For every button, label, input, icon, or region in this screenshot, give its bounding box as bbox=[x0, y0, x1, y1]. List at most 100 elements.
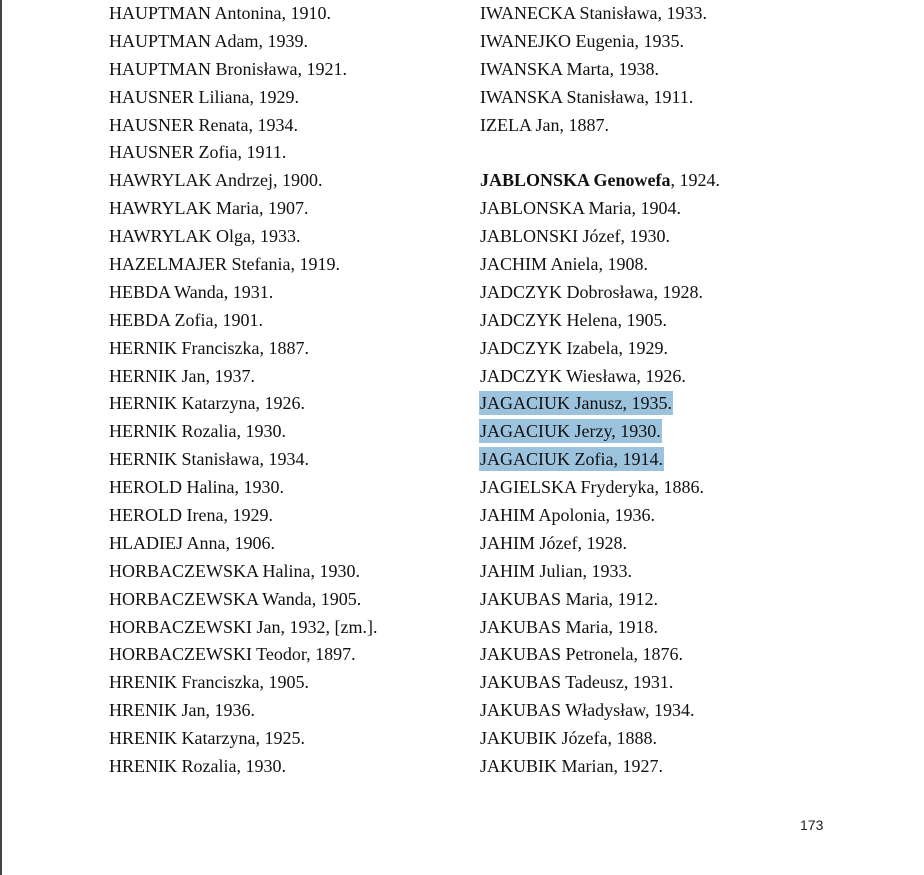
entry-text[interactable]: HAUPTMAN Adam, 1939. bbox=[109, 30, 309, 51]
entry[interactable]: JADCZYK Helena, 1905. bbox=[480, 310, 667, 330]
entry-text[interactable]: HRENIK Katarzyna, 1925. bbox=[109, 728, 305, 749]
entry[interactable]: JAHIM Julian, 1933. bbox=[480, 561, 632, 581]
selected-entry[interactable]: JAGACIUK Jerzy, 1930. bbox=[479, 419, 662, 444]
list-item: JAKUBAS Maria, 1918. bbox=[480, 614, 720, 642]
entry[interactable]: JADCZYK Wiesława, 1926. bbox=[480, 366, 686, 386]
list-item: JAKUBAS Tadeusz, 1931. bbox=[480, 669, 720, 697]
selected-entry[interactable]: JAGACIUK Zofia, 1914. bbox=[479, 447, 664, 472]
entry-text[interactable]: HAUSNER Liliana, 1929. bbox=[109, 86, 299, 107]
entry-text[interactable]: HORBACZEWSKI Teodor, 1897. bbox=[109, 644, 356, 665]
entry[interactable]: JAKUBAS Tadeusz, 1931. bbox=[480, 672, 673, 692]
entry[interactable]: JAHIM Apolonia, 1936. bbox=[480, 505, 655, 525]
entry-text: IWANSKA Stanisława, 1911. bbox=[480, 86, 694, 107]
list-item: HAWRYLAK Maria, 1907. bbox=[109, 195, 377, 223]
list-item: HRENIK Katarzyna, 1925. bbox=[109, 725, 377, 753]
entry-text[interactable]: HEBDA Wanda, 1931. bbox=[109, 281, 274, 302]
entry[interactable]: JAKUBIK Marian, 1927. bbox=[480, 756, 663, 776]
entry-text[interactable]: HAWRYLAK Olga, 1933. bbox=[109, 226, 301, 247]
entry[interactable]: IWANSKA Stanisława, 1911. bbox=[480, 87, 693, 107]
entry-text: JADCZYK Izabela, 1929. bbox=[480, 337, 668, 358]
entry[interactable]: JADCZYK Dobrosława, 1928. bbox=[480, 282, 703, 302]
list-item: JACHIM Aniela, 1908. bbox=[480, 251, 720, 279]
entry-text: JAKUBAS Maria, 1912. bbox=[480, 588, 658, 609]
list-item: JAGACIUK Zofia, 1914. bbox=[479, 446, 720, 474]
list-item: HEBDA Wanda, 1931. bbox=[109, 279, 377, 307]
entry-text: JABLONSKI Józef, 1930. bbox=[480, 226, 670, 247]
list-item: HAWRYLAK Olga, 1933. bbox=[109, 223, 377, 251]
list-item: JAKUBAS Władysław, 1934. bbox=[480, 697, 720, 725]
entry[interactable]: JAHIM Józef, 1928. bbox=[480, 533, 627, 553]
entry-text: JAHIM Julian, 1933. bbox=[480, 560, 632, 581]
entry-text[interactable]: HAUPTMAN Bronisława, 1921. bbox=[109, 58, 347, 79]
entry-text: IWANEJKO Eugenia, 1935. bbox=[480, 30, 684, 51]
entry[interactable]: IWANECKA Stanisława, 1933. bbox=[480, 3, 707, 23]
list-item: HAUPTMAN Adam, 1939. bbox=[109, 28, 377, 56]
entry-text[interactable]: HAUSNER Renata, 1934. bbox=[109, 114, 298, 135]
entry-text: IWANECKA Stanisława, 1933. bbox=[480, 3, 707, 23]
list-item: HORBACZEWSKA Wanda, 1905. bbox=[109, 586, 377, 614]
entry[interactable]: IZELA Jan, 1887. bbox=[480, 115, 609, 135]
entry-text[interactable]: HERNIK Stanisława, 1934. bbox=[109, 449, 309, 470]
list-item: HORBACZEWSKI Jan, 1932, [zm.]. bbox=[109, 614, 377, 642]
list-item: JABLONSKI Józef, 1930. bbox=[480, 223, 720, 251]
entry-text: JAKUBAS Władysław, 1934. bbox=[480, 700, 695, 721]
list-item: HORBACZEWSKA Halina, 1930. bbox=[109, 558, 377, 586]
entry-text: JADCZYK Wiesława, 1926. bbox=[480, 365, 686, 386]
list-item: HERNIK Jan, 1937. bbox=[109, 363, 377, 391]
entry[interactable]: JAKUBAS Maria, 1912. bbox=[480, 589, 658, 609]
list-item: JADCZYK Dobrosława, 1928. bbox=[480, 279, 720, 307]
entry-text[interactable]: HLADIEJ Anna, 1906. bbox=[109, 532, 275, 553]
entry[interactable]: JADCZYK Izabela, 1929. bbox=[480, 338, 668, 358]
entry-text[interactable]: HERNIK Jan, 1937. bbox=[109, 365, 255, 386]
entry-text: JAGACIUK Janusz, 1935. bbox=[480, 393, 672, 414]
entry-text[interactable]: HERNIK Rozalia, 1930. bbox=[109, 421, 286, 442]
list-item: IWANSKA Marta, 1938. bbox=[480, 56, 720, 84]
list-item: HERNIK Franciszka, 1887. bbox=[109, 335, 377, 363]
entry[interactable]: JAKUBAS Władysław, 1934. bbox=[480, 700, 695, 720]
entry-text: IWANSKA Marta, 1938. bbox=[480, 58, 659, 79]
list-item: JADCZYK Izabela, 1929. bbox=[480, 335, 720, 363]
entry-text[interactable]: HEROLD Irena, 1929. bbox=[109, 505, 273, 526]
entry-text: JAKUBIK Józefa, 1888. bbox=[480, 728, 657, 749]
entry-text[interactable]: HRENIK Franciszka, 1905. bbox=[109, 672, 309, 693]
entry-text[interactable]: HERNIK Franciszka, 1887. bbox=[109, 337, 309, 358]
entry-text[interactable]: HAWRYLAK Maria, 1907. bbox=[109, 198, 309, 219]
entry-text[interactable]: HAZELMAJER Stefania, 1919. bbox=[109, 254, 340, 275]
entry-text[interactable]: HEROLD Halina, 1930. bbox=[109, 477, 284, 498]
entry[interactable]: JACHIM Aniela, 1908. bbox=[480, 254, 648, 274]
list-item: JAGIELSKA Fryderyka, 1886. bbox=[480, 474, 720, 502]
entry[interactable]: IWANEJKO Eugenia, 1935. bbox=[480, 31, 684, 51]
entry-text[interactable]: HORBACZEWSKA Wanda, 1905. bbox=[109, 588, 362, 609]
selected-entry[interactable]: JAGACIUK Janusz, 1935. bbox=[479, 391, 673, 416]
list-item: JAGACIUK Jerzy, 1930. bbox=[479, 418, 720, 446]
list-item: JAKUBAS Petronela, 1876. bbox=[480, 641, 720, 669]
entry[interactable]: JABLONSKA Maria, 1904. bbox=[480, 198, 681, 218]
entry-text[interactable]: HAWRYLAK Andrzej, 1900. bbox=[109, 170, 323, 191]
list-item: JAHIM Apolonia, 1936. bbox=[480, 502, 720, 530]
entry[interactable]: JAKUBAS Maria, 1918. bbox=[480, 617, 658, 637]
entry-text[interactable]: HERNIK Katarzyna, 1926. bbox=[109, 393, 305, 414]
entry[interactable]: JABLONSKA Genowefa, 1924. bbox=[480, 170, 720, 190]
entry-text: , 1924. bbox=[670, 170, 721, 191]
entry-text[interactable]: HRENIK Rozalia, 1930. bbox=[109, 756, 286, 777]
list-item: HLADIEJ Anna, 1906. bbox=[109, 530, 377, 558]
list-item: HERNIK Katarzyna, 1926. bbox=[109, 390, 377, 418]
entry-text[interactable]: HORBACZEWSKA Halina, 1930. bbox=[109, 560, 360, 581]
entry[interactable]: JABLONSKI Józef, 1930. bbox=[480, 226, 670, 246]
entry-text[interactable]: HRENIK Jan, 1936. bbox=[109, 700, 255, 721]
list-item bbox=[480, 139, 720, 167]
entry-text: JAKUBAS Tadeusz, 1931. bbox=[480, 672, 674, 693]
entry[interactable]: JAKUBAS Petronela, 1876. bbox=[480, 644, 683, 664]
entry-text[interactable]: HAUSNER Zofia, 1911. bbox=[109, 142, 287, 163]
entry-text[interactable]: HEBDA Zofia, 1901. bbox=[109, 309, 263, 330]
entry-text[interactable]: HORBACZEWSKI Jan, 1932, [zm.]. bbox=[109, 616, 378, 637]
entry[interactable]: JAKUBIK Józefa, 1888. bbox=[480, 728, 657, 748]
right-name-column: IWANECKA Stanisława, 1933. IWANEJKO Eugen… bbox=[479, 0, 720, 781]
entry-text: JABLONSKA Maria, 1904. bbox=[480, 198, 681, 219]
entry[interactable]: IWANSKA Marta, 1938. bbox=[480, 59, 659, 79]
entry-text[interactable]: HAUPTMAN Antonina, 1910. bbox=[109, 3, 332, 23]
entry[interactable]: JAGIELSKA Fryderyka, 1886. bbox=[480, 477, 704, 497]
entry-text: IZELA Jan, 1887. bbox=[480, 114, 609, 135]
list-item: HAUSNER Renata, 1934. bbox=[109, 112, 377, 140]
